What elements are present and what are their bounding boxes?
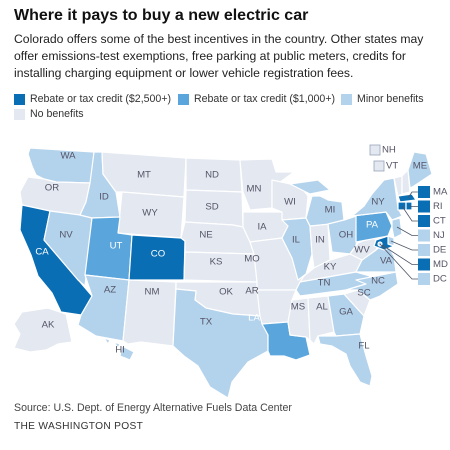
box-de	[418, 244, 430, 256]
state-ma	[397, 193, 417, 203]
state-mi	[289, 179, 345, 227]
state-label-or: OR	[45, 183, 59, 194]
state-label-ks: KS	[210, 257, 223, 268]
state-label-nh: NH	[382, 145, 396, 156]
box-md	[418, 258, 430, 271]
state-label-wi: WI	[284, 197, 296, 208]
leader-md	[381, 244, 418, 265]
state-label-ct: CT	[433, 216, 446, 227]
box-nh	[369, 144, 381, 156]
state-label-ga: GA	[339, 307, 353, 318]
state-label-ky: KY	[324, 262, 337, 273]
box-ma	[418, 186, 430, 198]
state-hi	[103, 337, 135, 361]
state-label-tx: TX	[200, 317, 213, 328]
legend-item-minor: Minor benefits	[341, 93, 424, 105]
state-label-hi: HI	[115, 345, 125, 356]
legend-item-medium: Rebate or tax credit ($1,000+)	[178, 93, 335, 105]
state-label-ms: MS	[291, 302, 305, 313]
state-label-wa: WA	[60, 151, 76, 162]
state-label-ar: AR	[245, 286, 258, 297]
state-fl	[317, 333, 373, 387]
box-ct	[418, 215, 430, 227]
state-label-de: DE	[433, 245, 446, 256]
state-label-nv: NV	[59, 230, 73, 241]
state-label-ak: AK	[42, 320, 55, 331]
leader-ri	[408, 205, 418, 207]
leader-de	[390, 240, 418, 251]
state-label-in: IN	[315, 235, 325, 246]
state-label-mo: MO	[244, 254, 259, 265]
source-note: Source: U.S. Dept. of Energy Alternative…	[14, 402, 292, 414]
chart-subtitle: Colorado offers some of the best incenti…	[14, 32, 424, 80]
box-nj	[418, 229, 430, 242]
box-dc	[418, 273, 430, 285]
us-map: WA OR CA NV ID MT WY UT CO AZ NM ND SD NE KS OK TX MN IA MO…	[13, 144, 448, 399]
state-label-al: AL	[316, 302, 328, 313]
leader-nj	[396, 226, 418, 236]
publisher-credit: THE WASHINGTON POST	[14, 421, 144, 432]
state-label-ma: MA	[433, 187, 448, 198]
state-label-nc: NC	[371, 276, 385, 287]
legend-swatch-minor	[341, 93, 352, 105]
legend-label-strong: Rebate or tax credit ($2,500+)	[30, 93, 172, 105]
legend-label-minor: Minor benefits	[357, 93, 424, 105]
state-label-ia: IA	[257, 222, 267, 233]
state-nj	[391, 217, 403, 239]
state-label-sc: SC	[357, 288, 370, 299]
leader-dc	[379, 243, 418, 280]
state-label-sd: SD	[205, 202, 218, 213]
chart-title: Where it pays to buy a new electric car	[14, 7, 309, 24]
state-label-nd: ND	[205, 170, 219, 181]
state-me	[407, 151, 433, 189]
state-label-tn: TN	[318, 278, 331, 289]
state-label-fl: FL	[358, 341, 370, 352]
legend-label-medium: Rebate or tax credit ($1,000+)	[194, 93, 336, 105]
state-label-va: VA	[380, 256, 393, 267]
state-label-md: MD	[433, 259, 448, 270]
box-vt	[373, 160, 385, 172]
legend-swatch-none	[14, 108, 25, 120]
state-label-ut: UT	[110, 241, 123, 252]
state-label-me: ME	[413, 161, 427, 172]
state-label-ny: NY	[371, 197, 385, 208]
state-label-mi: MI	[325, 205, 336, 216]
state-label-co: CO	[151, 249, 165, 260]
leader-ma	[407, 191, 418, 199]
state-md	[373, 235, 395, 251]
state-label-nm: NM	[145, 287, 160, 298]
state-label-oh: OH	[339, 230, 353, 241]
legend-item-none: No benefits	[14, 108, 84, 120]
state-nc	[345, 271, 399, 301]
state-label-id: ID	[99, 192, 109, 203]
state-label-la: LA	[248, 313, 260, 324]
state-ak	[13, 307, 73, 353]
legend-swatch-strong	[14, 93, 25, 105]
leader-ct	[401, 205, 418, 222]
state-ny	[351, 177, 403, 221]
state-label-ne: NE	[199, 230, 212, 241]
state-label-ca: CA	[35, 247, 49, 258]
state-label-az: AZ	[104, 285, 116, 296]
legend-label-none: No benefits	[30, 108, 84, 120]
state-label-wv: WV	[354, 245, 370, 256]
state-label-mn: MN	[247, 184, 262, 195]
legend-item-strong: Rebate or tax credit ($2,500+)	[14, 93, 171, 105]
state-label-nj: NJ	[433, 230, 445, 241]
legend-swatch-medium	[178, 93, 189, 105]
state-tx	[172, 288, 269, 399]
state-label-ri: RI	[433, 201, 443, 212]
box-ri	[418, 200, 430, 213]
state-label-ok: OK	[219, 287, 233, 298]
state-label-il: IL	[292, 235, 301, 246]
state-label-wy: WY	[142, 208, 158, 219]
state-label-vt: VT	[386, 161, 398, 172]
state-label-pa: PA	[366, 220, 379, 231]
state-nh	[401, 169, 411, 195]
state-label-mt: MT	[137, 170, 151, 181]
state-label-dc: DC	[433, 274, 447, 285]
